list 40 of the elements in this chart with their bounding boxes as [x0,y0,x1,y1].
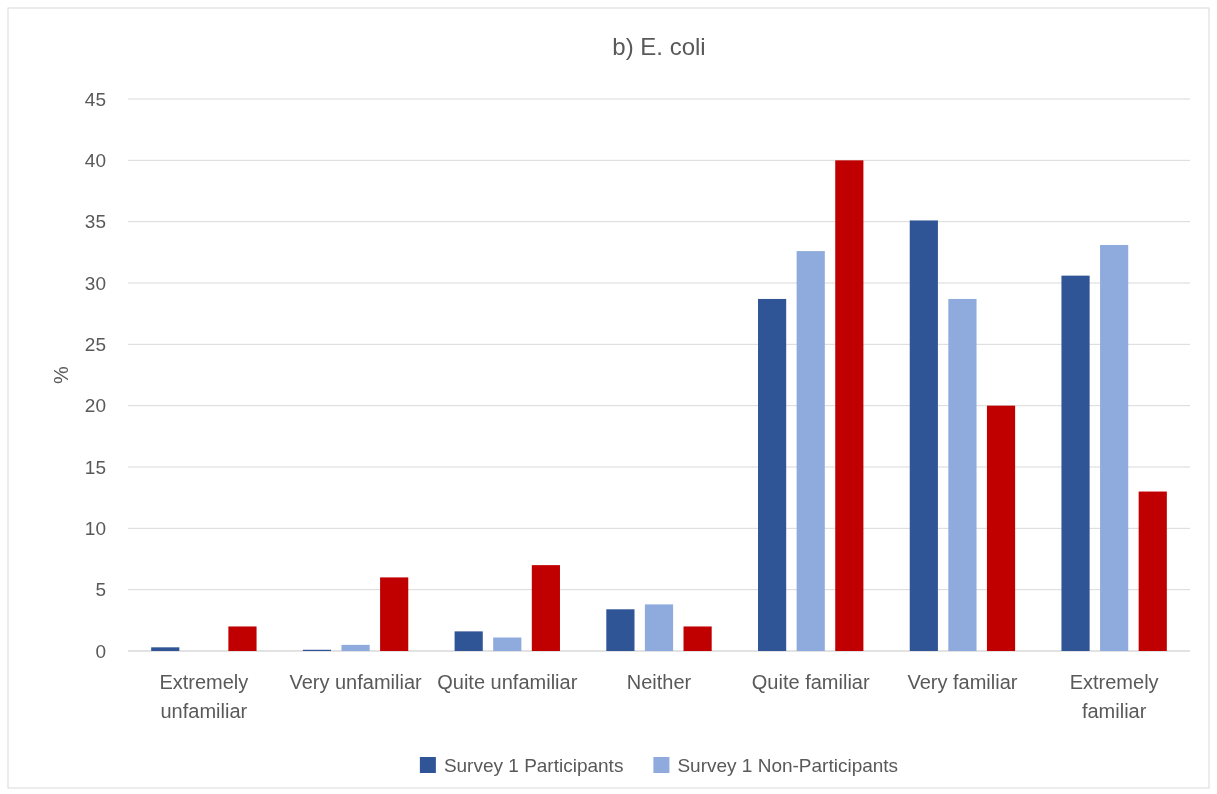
bar [948,298,977,651]
bar [606,609,635,651]
bar [151,647,180,651]
bar [1061,275,1090,651]
y-tick-label: 45 [84,88,106,110]
x-tick-label: Very familiar [907,671,1018,693]
y-axis-title: % [50,365,72,384]
bar [493,637,522,651]
y-tick-label: 15 [84,456,106,478]
bar [835,160,864,651]
x-tick-label: Extremely familiar [1069,671,1159,722]
bar [758,298,787,651]
legend-label: Survey 1 Participants [443,755,624,776]
y-tick-label: 35 [84,211,106,233]
bar [909,220,938,651]
bar [1100,244,1129,651]
x-tick-label: Very unfamiliar [289,671,423,693]
bar [380,577,409,651]
bar [796,251,825,651]
bar [683,626,712,651]
y-tick-label: 20 [84,395,106,417]
x-tick-label: Quite familiar [751,671,870,693]
y-tick-label: 25 [84,333,106,355]
y-tick-label: 40 [84,149,106,171]
bar [986,405,1016,651]
chart-title: b) E. coli [612,33,706,60]
y-tick-label: 0 [95,640,106,662]
y-tick-label: 5 [95,579,106,601]
bar [341,644,370,651]
bar [644,604,674,651]
y-tick-label: 30 [84,272,106,294]
bar [531,565,560,651]
y-tick-label: 10 [84,517,106,539]
x-tick-label: Extremely unfamiliar [159,671,249,722]
x-tick-label: Neither [626,671,692,693]
bar [1138,491,1167,651]
bar [454,631,483,651]
legend-label: Survey 1 Non-Participants [677,755,899,776]
bar [228,626,257,651]
x-tick-label: Quite unfamiliar [437,671,578,693]
